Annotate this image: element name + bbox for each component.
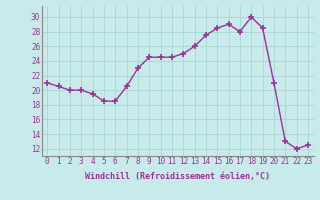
X-axis label: Windchill (Refroidissement éolien,°C): Windchill (Refroidissement éolien,°C) [85, 172, 270, 181]
